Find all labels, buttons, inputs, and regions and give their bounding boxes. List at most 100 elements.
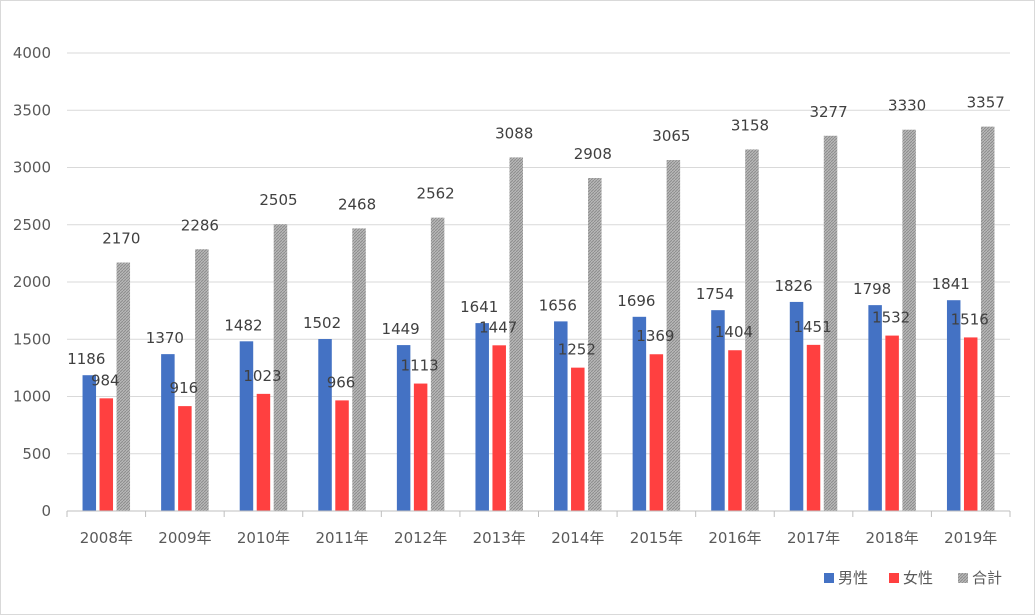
bar-男性-2012年 [396, 345, 411, 511]
data-label: 1451 [793, 318, 831, 336]
x-tick-label: 2015年 [630, 529, 683, 547]
data-label: 2505 [259, 191, 297, 209]
x-tick-label: 2011年 [315, 529, 368, 547]
x-tick-label: 2017年 [787, 529, 840, 547]
data-label: 1023 [243, 367, 281, 385]
bar-男性-2009年 [161, 354, 175, 511]
data-label: 3065 [652, 127, 690, 145]
bar-女性-2015年 [649, 354, 664, 511]
bar-女性-2014年 [571, 367, 585, 511]
y-tick-label: 0 [41, 502, 51, 520]
bar-女性-2018年 [885, 335, 899, 511]
data-label: 1369 [636, 327, 674, 345]
bar-合計-2010年 [273, 224, 288, 512]
legend: 男性 女性 合計 [824, 569, 1002, 587]
bar-男性-2013年 [475, 323, 489, 511]
y-tick-label: 2500 [13, 216, 51, 234]
bar-女性-2011年 [335, 400, 349, 511]
data-label: 1798 [853, 280, 891, 298]
bar-合計-2016年 [745, 149, 759, 511]
data-label: 1449 [382, 320, 420, 338]
bar-合計-2008年 [116, 262, 131, 511]
bars [82, 126, 995, 512]
bar-男性-2015年 [632, 316, 647, 511]
data-label: 3357 [967, 94, 1005, 112]
data-label: 1641 [460, 298, 498, 316]
bar-合計-2009年 [195, 249, 209, 512]
grid-lines [67, 52, 1010, 455]
bar-女性-2019年 [963, 337, 978, 511]
bar-合計-2019年 [980, 126, 995, 511]
data-label: 1656 [539, 296, 577, 314]
x-tick-label: 2018年 [866, 529, 919, 547]
y-tick-label: 500 [22, 445, 51, 463]
x-tick-label: 2014年 [551, 529, 604, 547]
x-tick-label: 2009年 [158, 529, 211, 547]
data-label: 3277 [809, 103, 847, 121]
data-label: 3158 [731, 116, 769, 134]
bar-合計-2013年 [509, 157, 523, 511]
data-label: 2170 [102, 230, 140, 248]
x-tick-label: 2008年 [80, 529, 133, 547]
bar-合計-2012年 [430, 217, 445, 511]
x-tick-label: 2010年 [237, 529, 290, 547]
legend-swatch-男性 [824, 573, 834, 583]
data-label: 984 [91, 371, 120, 389]
bar-女性-2017年 [806, 344, 821, 511]
y-tick-label: 3000 [13, 159, 51, 177]
bar-女性-2016年 [728, 350, 742, 511]
bar-合計-2015年 [666, 160, 681, 511]
x-tick-label: 2016年 [708, 529, 761, 547]
legend-label: 女性 [903, 569, 933, 587]
data-label: 1516 [951, 310, 989, 328]
legend-swatch-女性 [889, 573, 899, 583]
data-label: 1841 [932, 275, 970, 293]
data-label: 1502 [303, 314, 341, 332]
x-axis: 2008年 2009年 2010年 2011年 2012年 2013年 2014年 2015年… [66, 510, 1011, 547]
data-label: 1404 [715, 323, 753, 341]
data-label: 2908 [574, 145, 612, 163]
data-label: 1482 [224, 316, 262, 334]
legend-swatch-合計 [958, 573, 968, 583]
bar-男性-2008年 [82, 375, 97, 511]
bar-男性-2019年 [946, 300, 961, 511]
y-axis-tick-labels: 0 500 1000 1500 2000 2500 3000 3500 4000 [13, 44, 51, 520]
bar-男性-2011年 [318, 339, 332, 511]
y-tick-label: 2000 [13, 273, 51, 291]
bar-合計-2011年 [352, 228, 366, 511]
bar-女性-2009年 [178, 406, 192, 511]
bar-男性-2017年 [789, 301, 804, 511]
bar-男性-2014年 [554, 321, 568, 511]
bar-女性-2010年 [256, 393, 271, 511]
bar-合計-2017年 [823, 135, 838, 511]
data-label: 2562 [417, 185, 455, 203]
data-label: 1696 [617, 292, 655, 310]
y-tick-label: 1000 [13, 388, 51, 406]
bar-女性-2013年 [492, 345, 506, 511]
data-label: 1186 [67, 350, 105, 368]
data-label: 1826 [774, 277, 812, 295]
bar-男性-2016年 [711, 310, 725, 511]
data-labels: 1186 984 2170 1370 916 2286 1482 1023 2505 1502 96… [67, 94, 1005, 397]
data-label: 1252 [558, 341, 596, 359]
legend-label: 男性 [838, 569, 868, 587]
data-label: 1447 [479, 318, 517, 336]
data-label: 1113 [401, 357, 439, 375]
bar-合計-2014年 [588, 178, 602, 511]
x-tick-label: 2019年 [944, 529, 997, 547]
x-tick-label: 2012年 [394, 529, 447, 547]
data-label: 2468 [338, 195, 376, 213]
y-tick-label: 3500 [13, 101, 51, 119]
data-label: 3330 [888, 97, 926, 115]
data-label: 1370 [146, 329, 184, 347]
legend-label: 合計 [972, 569, 1002, 587]
y-tick-label: 1500 [13, 330, 51, 348]
data-label: 916 [170, 379, 199, 397]
bar-女性-2008年 [99, 398, 114, 511]
data-label: 2286 [181, 216, 219, 234]
data-label: 966 [327, 373, 356, 391]
bar-男性-2010年 [239, 341, 254, 511]
bar-女性-2012年 [413, 383, 428, 511]
x-tick-label: 2013年 [473, 529, 526, 547]
